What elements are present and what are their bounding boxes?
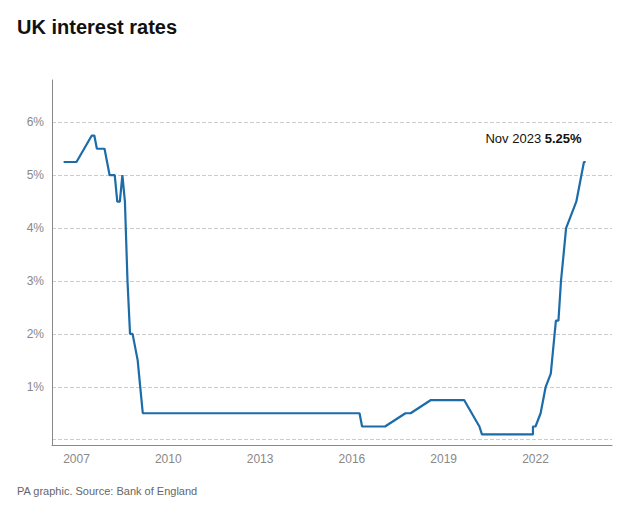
svg-text:2019: 2019 <box>430 452 457 466</box>
svg-text:Nov 2023: Nov 2023 <box>485 131 544 146</box>
svg-text:4%: 4% <box>27 221 45 235</box>
svg-text:UK interest rates: UK interest rates <box>17 16 177 38</box>
svg-text:2007: 2007 <box>63 452 90 466</box>
svg-text:2016: 2016 <box>339 452 366 466</box>
svg-text:3%: 3% <box>27 274 45 288</box>
svg-text:2022: 2022 <box>522 452 549 466</box>
svg-text:2013: 2013 <box>247 452 274 466</box>
svg-text:2010: 2010 <box>155 452 182 466</box>
svg-text:5.25%: 5.25% <box>545 131 582 146</box>
svg-text:6%: 6% <box>27 115 45 129</box>
svg-text:1%: 1% <box>27 380 45 394</box>
svg-text:PA graphic. Source: Bank of En: PA graphic. Source: Bank of England <box>17 485 197 497</box>
svg-text:2%: 2% <box>27 327 45 341</box>
svg-text:5%: 5% <box>27 168 45 182</box>
